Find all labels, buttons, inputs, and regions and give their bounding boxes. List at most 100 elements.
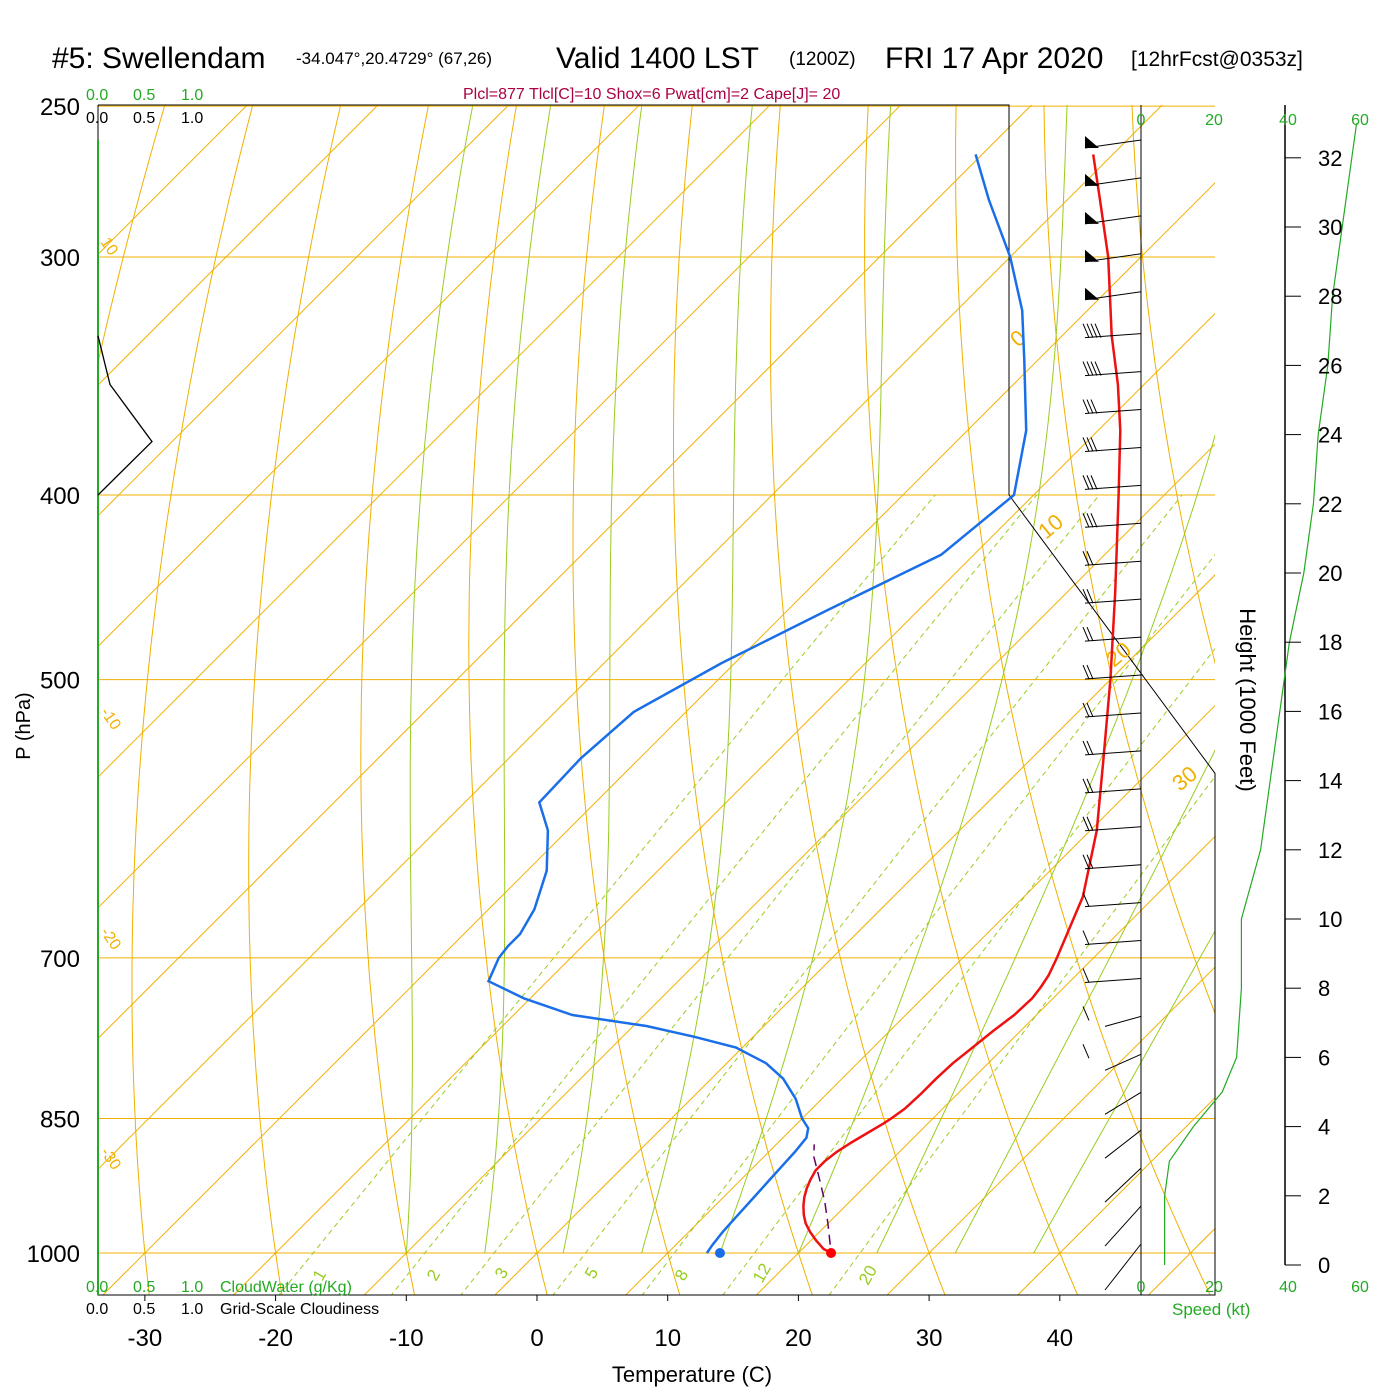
- wind-barb-staff: [1084, 333, 1142, 339]
- mixing-ratio-line: [641, 554, 1215, 1295]
- cloudwater-scale-bottom-1: 1.0: [181, 1279, 203, 1296]
- dry-adiabat-line: [1388, 37, 1400, 1332]
- wind-barb-tick: [1082, 664, 1090, 680]
- speed-tick-top: 0: [1137, 112, 1146, 129]
- wind-barb-tick: [1082, 778, 1090, 794]
- wind-barb: [1104, 1091, 1142, 1115]
- cloudwater-scale-bottom-05: 0.5: [133, 1279, 155, 1296]
- moist-adiabat-line: [719, 105, 892, 1254]
- x-tick-label: 40: [1046, 1325, 1073, 1352]
- height-tick-label: 22: [1318, 492, 1342, 517]
- station-title: #5: Swellendam: [52, 42, 265, 75]
- plot-frame: [97, 104, 1216, 1296]
- wind-barb-staff: [1084, 522, 1142, 528]
- isotherm-label: 10: [97, 235, 121, 259]
- cloudiness-line: [97, 335, 153, 496]
- wind-barb: [1084, 287, 1142, 301]
- height-tick-label: 0: [1318, 1253, 1330, 1278]
- dry-adiabat-line: [1043, 105, 1215, 1015]
- isotherm-line: [98, 105, 379, 386]
- dry-adiabat-line: [864, 105, 1079, 1295]
- wind-barb-tick: [1086, 475, 1094, 490]
- wind-barb-staff: [1084, 484, 1142, 490]
- parcel-path-line: [813, 1144, 831, 1245]
- y-axis-label: P (hPa): [13, 692, 35, 759]
- cloudiness-label: Grid-Scale Cloudiness: [220, 1301, 379, 1318]
- isotherm-line: [755, 835, 1215, 1295]
- pressure-tick-label: 500: [40, 668, 80, 695]
- wind-barb: [1084, 173, 1142, 187]
- height-axis-label: Height (1000 Feet): [1235, 608, 1260, 791]
- wind-barb: [1082, 323, 1142, 339]
- cloudiness-scale-bottom-1: 1.0: [181, 1301, 203, 1318]
- wind-barb-tick: [1082, 437, 1090, 452]
- mixing-ratio-line: [278, 494, 936, 1295]
- mixing-ratio-line: [552, 494, 1183, 1295]
- wind-barb: [1084, 211, 1142, 225]
- height-tick-label: 20: [1318, 561, 1342, 586]
- wind-barb: [1082, 740, 1142, 756]
- wind-panel: [1082, 105, 1358, 1295]
- wind-barb-tick: [1086, 399, 1094, 414]
- wind-barb-tick: [1090, 475, 1098, 490]
- wind-barb: [1082, 626, 1142, 642]
- wind-barb: [1104, 1167, 1142, 1203]
- isotherm-line: [98, 105, 1033, 1040]
- wind-barb: [1082, 664, 1142, 680]
- moist-adiabat-line: [876, 433, 1215, 1254]
- isotherm-label: -10: [97, 705, 124, 734]
- dry-adiabat-line: [955, 105, 1211, 1295]
- moist-adiabat-line: [484, 105, 552, 1254]
- wind-barb-staff: [1084, 788, 1142, 794]
- dry-adiabat-line: [131, 105, 254, 1295]
- mixing-ratio-line: [390, 494, 1037, 1295]
- wind-barb-tick: [1094, 323, 1102, 338]
- wind-barb-tick: [1082, 323, 1090, 338]
- isotherm-line: [98, 105, 902, 909]
- moist-adiabat-line: [797, 105, 1068, 1254]
- wind-barb: [1082, 551, 1142, 566]
- cloudwater-scale-bottom-0: 0.0: [86, 1279, 108, 1296]
- mixing-ratio-line: [460, 494, 1100, 1295]
- wind-barb-tick: [1082, 475, 1090, 490]
- mixing-ratio-label: 2: [423, 1266, 444, 1284]
- dry-adiabat-line: [1131, 105, 1215, 665]
- wind-barb-tick: [1082, 1006, 1090, 1021]
- valid-date: FRI 17 Apr 2020: [885, 42, 1103, 75]
- surface-temp-point: [826, 1248, 837, 1258]
- wind-speed-line: [1163, 123, 1358, 1265]
- wind-barb-tick: [1086, 740, 1094, 756]
- speed-tick-bottom: 40: [1279, 1279, 1297, 1296]
- wind-barb-tick: [1082, 551, 1090, 566]
- wind-barb-tick: [1082, 930, 1090, 945]
- wind-barb-tick: [1086, 323, 1094, 338]
- isotherm-line: [494, 574, 1215, 1295]
- wind-barb-staff: [1084, 902, 1142, 908]
- wind-barb: [1082, 854, 1142, 870]
- wind-barb: [1082, 816, 1142, 832]
- wind-barb-tick: [1086, 816, 1094, 831]
- wind-barb-staff: [1084, 826, 1142, 832]
- wind-barb-tick: [1082, 968, 1090, 983]
- wind-barb-staff: [1104, 1053, 1142, 1071]
- wind-barb: [1082, 892, 1142, 908]
- height-tick-label: 26: [1318, 353, 1342, 378]
- wind-barb: [1082, 702, 1142, 718]
- wind-barb: [1082, 588, 1142, 604]
- isotherm-line: [102, 182, 1215, 1295]
- dewpoint-line: [486, 154, 1028, 1254]
- station-coords: -34.047°,20.4729° (67,26): [296, 49, 492, 68]
- speed-tick-bottom: 20: [1205, 1279, 1223, 1296]
- wind-barb-tick: [1094, 361, 1102, 376]
- height-tick-label: 4: [1318, 1115, 1330, 1140]
- cloudwater-scale-top-05: 0.5: [133, 87, 155, 104]
- sounding-profiles: [97, 154, 1122, 1258]
- cloudiness-scale-top-1: 1.0: [181, 110, 203, 127]
- x-tick-label: -10: [389, 1325, 424, 1352]
- zulu-time: (1200Z): [789, 49, 856, 70]
- isotherm-line: [98, 105, 249, 256]
- isotherm-line: [98, 105, 510, 517]
- wind-barb-flag: [1085, 211, 1099, 224]
- isotherm-line: [98, 105, 1163, 1170]
